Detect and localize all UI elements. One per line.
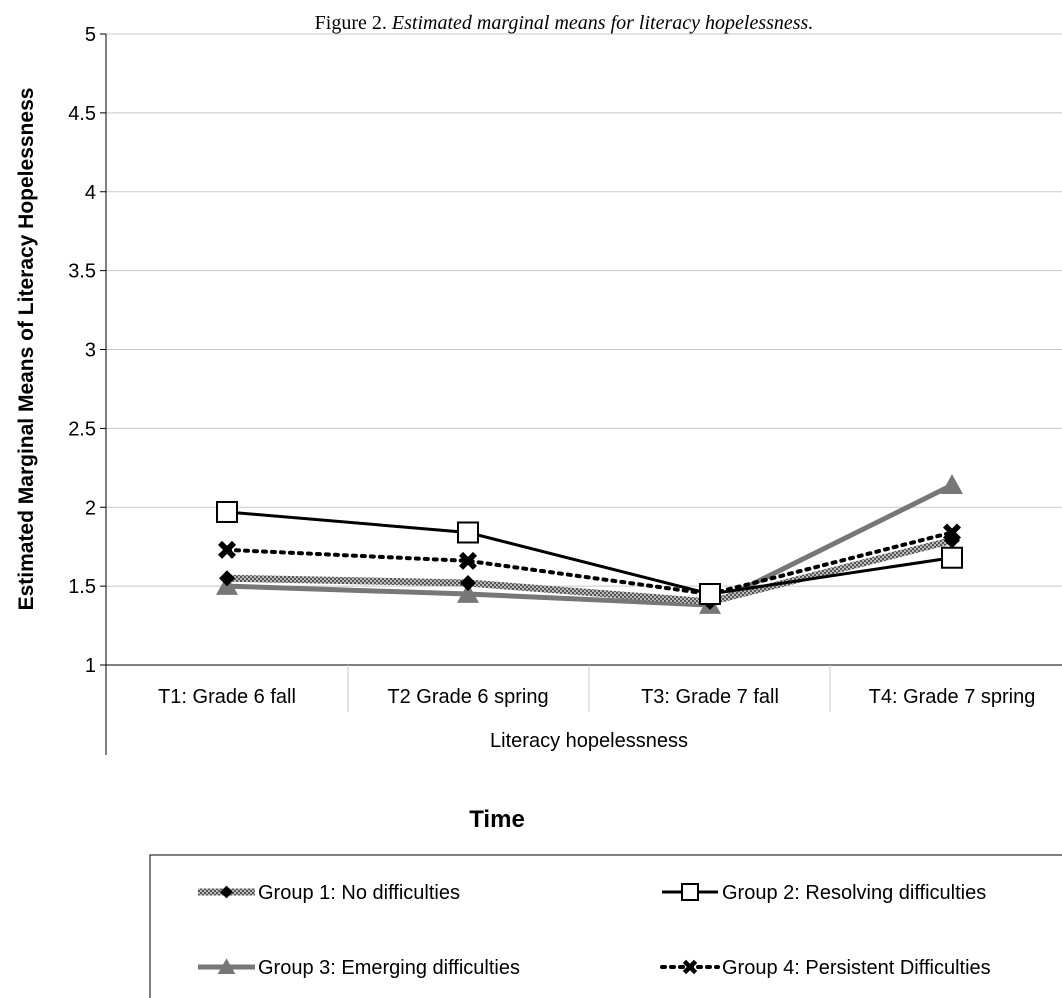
x-tick-label: T4: Grade 7 spring <box>869 686 1036 708</box>
series-line-2 <box>226 510 953 596</box>
diamond-marker <box>460 574 476 591</box>
legend-item-4: Group 4: Persistent Difficulties <box>660 957 991 979</box>
series-line-1 <box>226 536 953 606</box>
chart-title: Figure 2. Estimated marginal means for l… <box>315 12 814 34</box>
diamond-marker <box>219 570 235 587</box>
y-tick-label: 2 <box>85 497 96 519</box>
x-marker <box>218 540 236 559</box>
y-tick-label: 1.5 <box>68 576 96 598</box>
triangle-marker <box>941 474 963 494</box>
legend-item-3: Group 3: Emerging difficulties <box>198 957 520 979</box>
y-tick-label: 4 <box>85 182 96 204</box>
legend-item-2: Group 2: Resolving difficulties <box>662 882 986 904</box>
legend-item-1: Group 1: No difficulties <box>198 882 460 904</box>
legend-label: Group 2: Resolving difficulties <box>722 882 986 904</box>
x-axis-categories: T1: Grade 6 fall T2 Grade 6 spring T3: Gra… <box>158 686 1035 708</box>
legend-label: Group 4: Persistent Difficulties <box>722 957 991 979</box>
triangle-marker <box>457 583 479 603</box>
x-axis-label: Time <box>469 806 525 833</box>
y-tick-label: 3.5 <box>68 261 96 283</box>
legend-box <box>149 854 1062 998</box>
y-axis-ticks: 1 1.5 2 2.5 3 3.5 4 4.5 5 <box>68 24 106 677</box>
x-tick-label: T1: Grade 6 fall <box>158 686 296 708</box>
legend: Group 1: No difficulties Group 2: Resolvi… <box>149 854 1062 998</box>
axes <box>105 34 1062 755</box>
diamond-marker <box>220 885 233 899</box>
legend-label: Group 1: No difficulties <box>258 882 460 904</box>
x-marker <box>943 523 961 542</box>
series-line-3 <box>226 482 954 608</box>
y-tick-label: 3 <box>85 340 96 362</box>
series-layer <box>216 474 963 614</box>
y-tick-label: 2.5 <box>68 418 96 440</box>
series-line-4 <box>225 530 954 597</box>
x-group-label: Literacy hopelessness <box>490 730 688 752</box>
square-marker <box>457 521 479 544</box>
chart-title-main: Estimated marginal means for literacy ho… <box>391 12 813 34</box>
triangle-marker <box>217 958 236 975</box>
square-marker <box>216 500 238 523</box>
y-axis-label: Estimated Marginal Means of Literacy Hop… <box>15 88 38 611</box>
x-tick-label: T2 Grade 6 spring <box>387 686 548 708</box>
chart-title-prefix: Figure 2. <box>315 12 392 34</box>
x-marker <box>459 551 477 570</box>
square-marker <box>681 883 699 901</box>
y-tick-label: 1 <box>85 655 96 677</box>
legend-label: Group 3: Emerging difficulties <box>258 957 520 979</box>
square-marker <box>941 546 963 569</box>
y-tick-label: 5 <box>85 24 96 46</box>
x-tick-label: T3: Grade 7 fall <box>641 686 779 708</box>
series-group-2 <box>216 500 963 606</box>
grid-lines <box>106 33 1062 587</box>
y-tick-label: 4.5 <box>68 103 96 125</box>
x-marker <box>682 959 698 975</box>
square-marker <box>699 583 721 606</box>
